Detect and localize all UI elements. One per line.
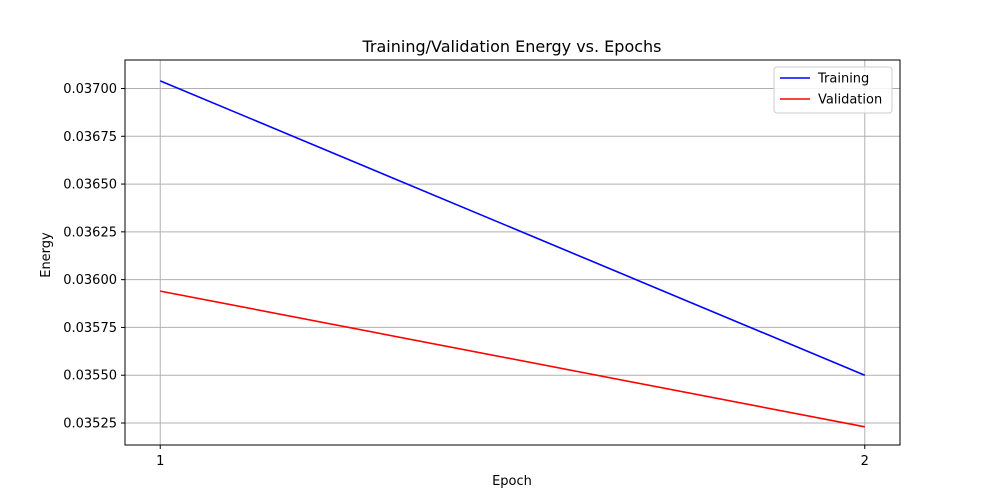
legend-label-validation: Validation — [818, 93, 882, 108]
y-tick-label: 0.03650 — [63, 178, 117, 193]
y-axis-ticks: 0.03525 0.03550 0.03575 0.03600 0.03625 0.036… — [63, 82, 125, 432]
y-tick-label: 0.03550 — [63, 369, 117, 384]
y-axis-label: Energy — [39, 232, 54, 278]
x-tick-label: 1 — [156, 454, 164, 469]
chart-title: Training/Validation Energy vs. Epochs — [361, 37, 661, 56]
y-tick-label: 0.03700 — [63, 82, 117, 97]
series-line-training — [159, 80, 866, 376]
y-tick-label: 0.03675 — [63, 130, 117, 145]
y-tick-label: 0.03575 — [63, 321, 117, 336]
series-lines — [159, 80, 866, 428]
x-axis-label: Epoch — [492, 474, 532, 489]
plot-area-frame — [124, 59, 901, 446]
series-line-validation — [160, 290, 865, 428]
y-tick-label: 0.03600 — [63, 273, 117, 288]
legend: Training Validation — [773, 66, 893, 114]
x-tick-label: 2 — [861, 454, 869, 469]
y-tick-label: 0.03625 — [63, 225, 117, 240]
grid-lines — [125, 60, 900, 445]
legend-label-training: Training — [817, 72, 869, 87]
y-tick-label: 0.03525 — [63, 417, 117, 432]
